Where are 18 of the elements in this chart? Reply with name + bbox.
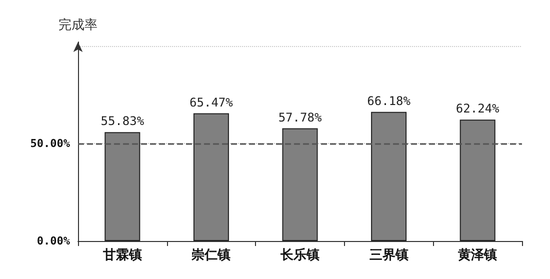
- bar: [193, 113, 229, 241]
- data-label: 57.78%: [278, 110, 322, 124]
- data-label: 65.47%: [190, 95, 234, 110]
- x-tick-label: 三界镇: [369, 248, 408, 263]
- data-label: 62.24%: [456, 102, 500, 116]
- bar: [460, 120, 496, 241]
- data-label: 66.18%: [367, 94, 412, 108]
- x-tick-label: 甘霖镇: [102, 248, 142, 263]
- bar: [282, 128, 318, 241]
- bar: [371, 112, 407, 241]
- x-tick-label: 崇仁镇: [190, 248, 231, 263]
- y-axis-title: 完成率: [58, 17, 98, 33]
- y-tick-label: 0.00%: [36, 234, 70, 248]
- bar: [104, 132, 140, 241]
- x-tick-label: 黄泽镇: [457, 248, 498, 263]
- data-label: 55.83%: [100, 114, 145, 128]
- y-tick-label: 50.00%: [30, 136, 70, 150]
- x-tick-label: 长乐镇: [280, 247, 320, 263]
